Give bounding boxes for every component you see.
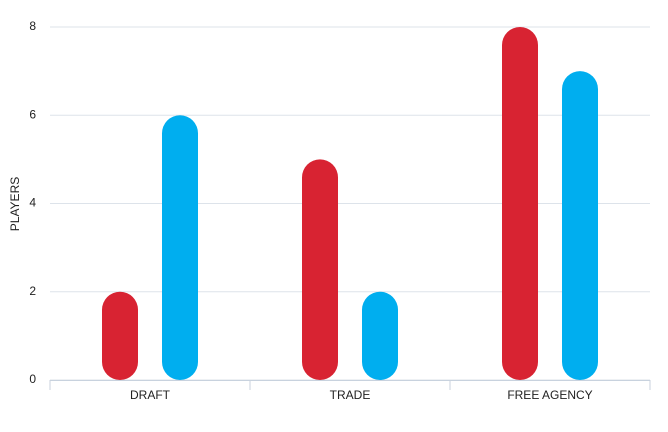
y-tick-label: 8 xyxy=(29,19,36,33)
x-tick-label: TRADE xyxy=(330,388,371,402)
bar xyxy=(562,71,598,380)
y-tick-label: 2 xyxy=(29,284,36,298)
bar xyxy=(362,291,398,380)
y-axis-title: PLAYERS xyxy=(8,177,22,231)
bar xyxy=(102,291,138,380)
x-tick-label: DRAFT xyxy=(130,388,171,402)
bar xyxy=(162,115,198,380)
y-tick-label: 6 xyxy=(29,107,36,121)
y-tick-label: 0 xyxy=(29,372,36,386)
bar xyxy=(302,159,338,380)
bar xyxy=(502,27,538,380)
y-tick-label: 4 xyxy=(29,196,36,210)
x-tick-label: FREE AGENCY xyxy=(507,388,592,402)
